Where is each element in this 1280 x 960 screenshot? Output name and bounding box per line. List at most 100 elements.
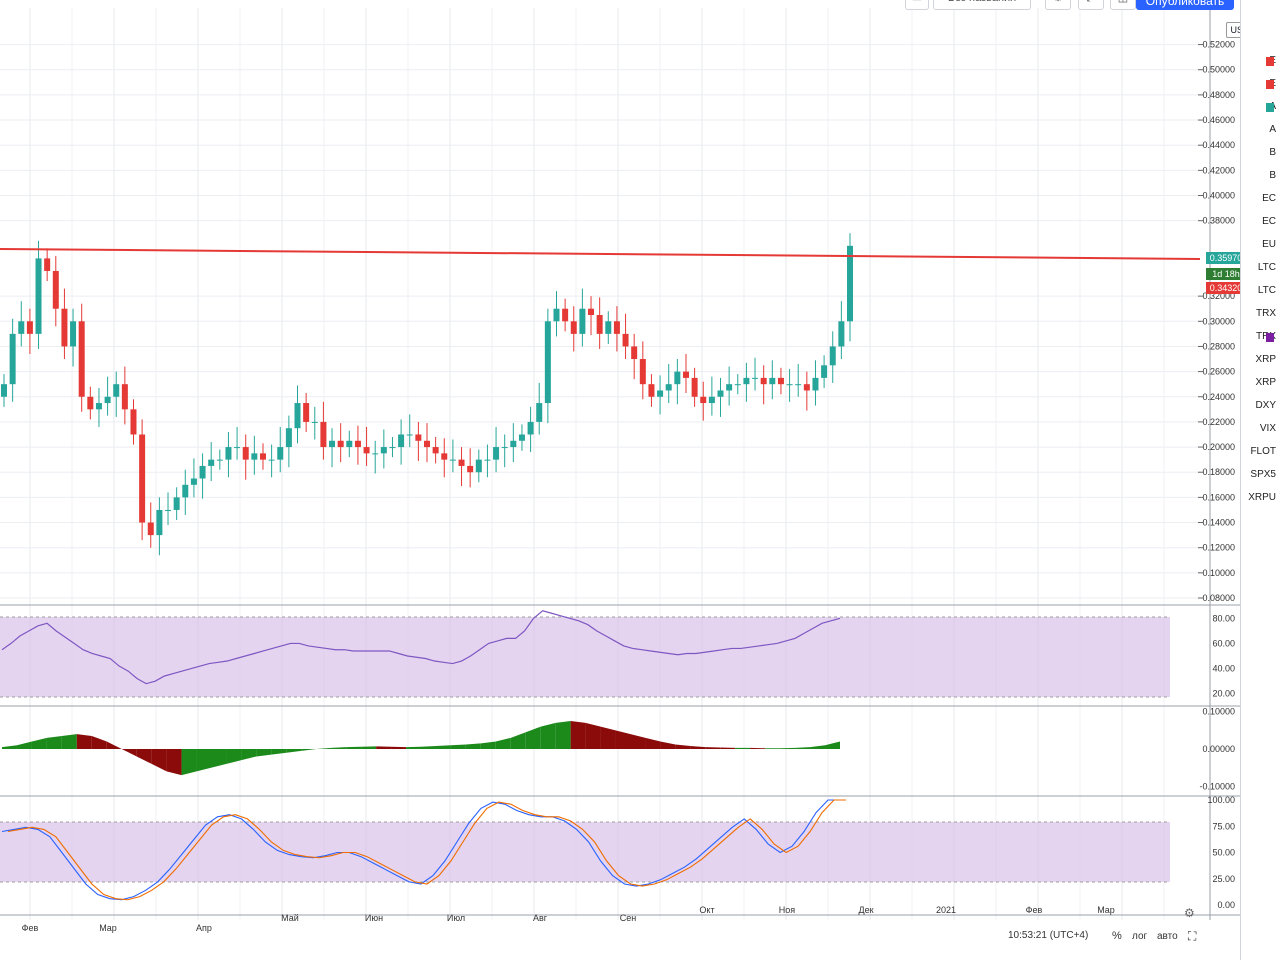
- price-tick-label: 0.20000: [1202, 442, 1235, 452]
- axis-settings-icon[interactable]: ⚙: [1184, 906, 1195, 920]
- watchlist-item[interactable]: XRPU: [1248, 492, 1276, 503]
- watchlist-item[interactable]: E: [1243, 73, 1280, 95]
- watchlist-flag-icon[interactable]: [1266, 333, 1274, 342]
- indicator-tick-label: 60.00: [1212, 638, 1235, 648]
- watchlist-item[interactable]: XRP: [1255, 377, 1276, 388]
- candle-body: [311, 421, 318, 423]
- macd-area: [435, 745, 451, 749]
- layout-name-button[interactable]: Без названия: [933, 0, 1031, 10]
- candle-body: [26, 321, 33, 334]
- candle-body: [484, 459, 491, 461]
- watchlist-item[interactable]: E: [1243, 50, 1280, 72]
- watchlist-item[interactable]: FLOT: [1250, 446, 1276, 457]
- percent-toggle[interactable]: %: [1112, 930, 1122, 942]
- watchlist-item[interactable]: TRX: [1243, 326, 1280, 348]
- time-tick-label: Фев: [22, 923, 39, 933]
- candle-body: [467, 465, 474, 473]
- macd-area: [91, 735, 107, 749]
- watchlist-item[interactable]: B: [1269, 147, 1276, 158]
- macd-area: [690, 746, 706, 749]
- macd-area: [615, 730, 631, 749]
- macd-area: [61, 734, 77, 749]
- candle-body: [622, 333, 629, 347]
- price-tick-label: 0.30000: [1202, 316, 1235, 326]
- candle-body: [406, 434, 413, 436]
- indicator-lines: [1, 610, 846, 901]
- macd-area: [525, 726, 541, 749]
- watchlist-item[interactable]: EC: [1262, 216, 1276, 227]
- candle-body: [803, 384, 810, 391]
- price-tick-label: 0.50000: [1202, 65, 1235, 75]
- macd-area: [151, 749, 167, 772]
- fullscreen-icon[interactable]: ⤢: [1078, 0, 1104, 10]
- watchlist-item[interactable]: SPX5: [1250, 469, 1276, 480]
- indicator-tick-label: 40.00: [1212, 664, 1235, 674]
- watchlist-item[interactable]: LTC: [1257, 262, 1276, 273]
- macd-area: [331, 747, 347, 749]
- macd-area: [570, 721, 586, 749]
- candle-body: [838, 321, 845, 347]
- log-toggle[interactable]: лог: [1132, 931, 1148, 942]
- indicator-tick-label: 25.00: [1212, 874, 1235, 884]
- candle-body: [795, 384, 802, 386]
- watchlist-flag-icon[interactable]: [1266, 57, 1274, 66]
- indicator-tick-label: 50.00: [1212, 848, 1235, 858]
- indicator-tick-label: 0.10000: [1202, 707, 1235, 717]
- time-tick-label: 2021: [936, 905, 956, 915]
- price-tick-label: 0.42000: [1202, 165, 1235, 175]
- candle-body: [570, 321, 577, 334]
- indicator-tick-label: -0.10000: [1199, 781, 1235, 791]
- watchlist-flag-icon[interactable]: [1266, 80, 1274, 89]
- candle-body: [268, 459, 275, 461]
- watchlist-item[interactable]: TRX: [1256, 308, 1276, 319]
- candle-body: [389, 447, 396, 449]
- watchlist-item[interactable]: LTC: [1257, 285, 1276, 296]
- macd-area: [76, 734, 92, 749]
- macd-area: [450, 744, 466, 749]
- candle-body: [130, 409, 137, 435]
- price-tick-label: 0.44000: [1202, 140, 1235, 150]
- watchlist-item[interactable]: A: [1269, 124, 1276, 135]
- macd-area: [780, 747, 796, 749]
- macd-area: [765, 748, 781, 749]
- price-tick-label: 0.38000: [1202, 216, 1235, 226]
- watchlist-item[interactable]: EU: [1262, 239, 1276, 250]
- candle-body: [199, 465, 206, 479]
- candle-body: [588, 308, 595, 315]
- candle-body: [61, 308, 68, 347]
- publish-button[interactable]: Опубликовать: [1136, 0, 1234, 10]
- candle-body: [354, 440, 361, 448]
- watchlist-item[interactable]: EC: [1262, 193, 1276, 204]
- snapshot-icon[interactable]: ◫: [1110, 0, 1136, 10]
- watchlist-item[interactable]: DXY: [1255, 400, 1276, 411]
- candle-body: [216, 459, 223, 461]
- candle-body: [691, 377, 698, 397]
- watchlist-item[interactable]: XRP: [1255, 354, 1276, 365]
- watchlist-item[interactable]: VIX: [1259, 423, 1276, 434]
- candle-body: [251, 453, 258, 460]
- candle-body: [734, 384, 741, 386]
- candle-body: [544, 321, 551, 404]
- price-tick-label: 0.26000: [1202, 367, 1235, 377]
- candle-body: [536, 403, 543, 422]
- candle-body: [657, 390, 664, 397]
- macd-area: [196, 749, 212, 772]
- price-tick-label: 0.10000: [1202, 568, 1235, 578]
- auto-toggle[interactable]: авто: [1157, 931, 1178, 942]
- indicator-band: [0, 822, 1170, 882]
- macd-area: [585, 722, 601, 749]
- indicator-tick-label: 0.00000: [1202, 744, 1235, 754]
- price-tick-label: 0.14000: [1202, 518, 1235, 528]
- candle-body: [363, 447, 370, 454]
- indicator-band: [0, 617, 1170, 697]
- expand-icon[interactable]: ⛶: [1188, 929, 1197, 943]
- time-tick-label: Мар: [1097, 905, 1115, 915]
- watchlist-item[interactable]: A: [1243, 96, 1280, 118]
- settings-icon[interactable]: ⚙: [1045, 0, 1071, 10]
- candle-body: [147, 522, 154, 536]
- watchlist-item[interactable]: B: [1269, 170, 1276, 181]
- layout-icon[interactable]: ▭: [905, 0, 929, 10]
- watchlist-flag-icon[interactable]: [1266, 103, 1274, 112]
- resistance-line[interactable]: [0, 247, 1201, 260]
